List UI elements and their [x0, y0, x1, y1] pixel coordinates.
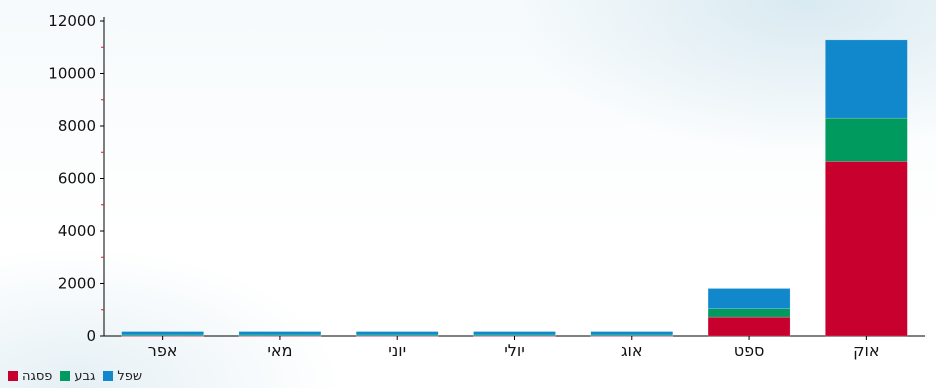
bar-segment — [825, 161, 908, 337]
x-tick-label: ספט — [734, 341, 765, 360]
x-tick-label: יוני — [388, 341, 406, 360]
legend-swatch-mid — [60, 371, 71, 381]
legend-item-low[interactable]: שפל — [103, 369, 142, 384]
y-tick-label: 12000 — [48, 12, 96, 30]
y-tick-label: 2000 — [58, 275, 96, 293]
chart-legend: פסגה גבע שפל — [8, 366, 142, 386]
bar-segment — [707, 308, 791, 318]
y-tick-label: 6000 — [58, 170, 96, 188]
legend-swatch-low — [103, 371, 114, 381]
x-tick-label: אוג — [621, 341, 643, 360]
x-tick-label: יולי — [504, 341, 525, 360]
bar-segment — [121, 331, 204, 336]
x-tick-label: אפר — [148, 341, 178, 360]
bar-segment — [473, 331, 556, 336]
bar-segment — [707, 316, 791, 337]
bar-segment — [590, 331, 674, 336]
legend-label-mid: גבע — [74, 368, 96, 384]
legend-item-mid[interactable]: גבע — [60, 369, 95, 384]
y-tick-label: 4000 — [58, 222, 96, 240]
y-tick-label: 10000 — [48, 65, 96, 83]
bar-segment — [238, 331, 322, 336]
legend-item-peak[interactable]: פסגה — [8, 369, 52, 384]
bar-segment — [825, 39, 908, 119]
bar-segment — [825, 117, 908, 162]
y-tick-label: 0 — [86, 327, 96, 345]
legend-swatch-peak — [8, 371, 18, 381]
bar-segment — [355, 331, 439, 336]
x-tick-label: אוק — [853, 341, 879, 360]
legend-label-low: שפל — [117, 368, 143, 384]
legend-label-peak: פסגה — [22, 368, 53, 384]
y-tick-label: 8000 — [58, 117, 96, 135]
x-tick-label: מאי — [267, 341, 292, 360]
bar-segment — [707, 288, 791, 309]
